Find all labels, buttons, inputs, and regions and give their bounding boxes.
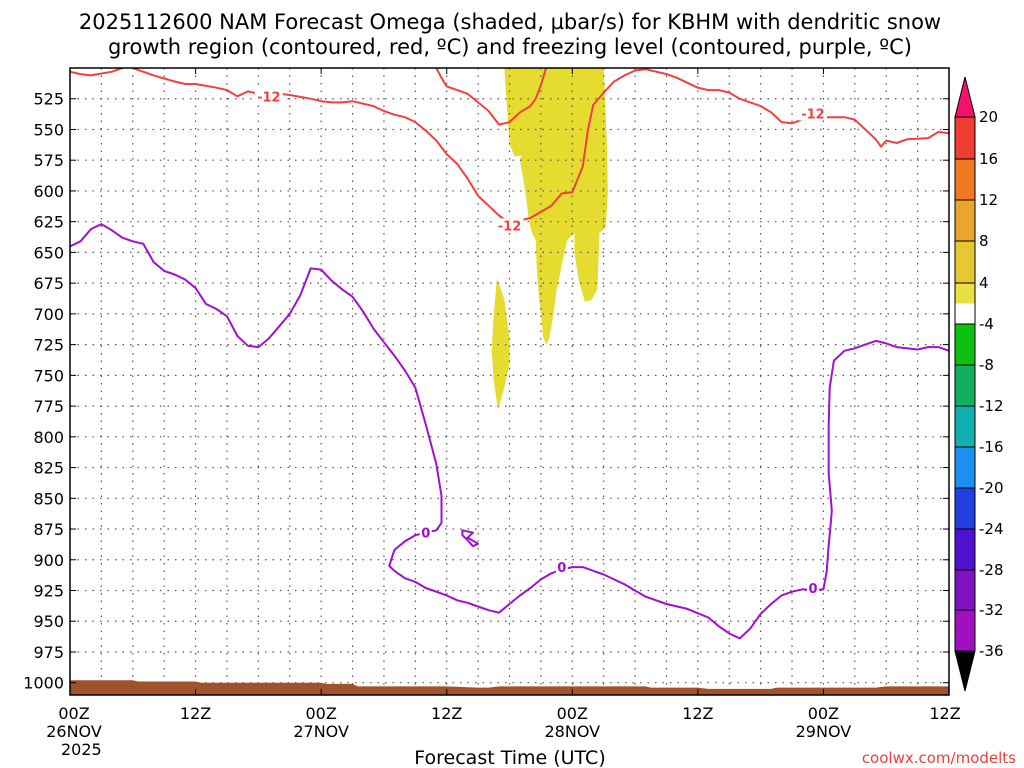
- colorbar-cell-7: [955, 365, 975, 406]
- colorbar-label-10: -20: [979, 479, 1004, 497]
- colorbar-label-6: -4: [979, 315, 994, 333]
- y-tick-label-575: 575: [33, 151, 64, 170]
- y-tick-label-675: 675: [33, 274, 64, 293]
- y-tick-label-775: 775: [33, 397, 64, 416]
- colorbar-cell-5b: [955, 303, 975, 324]
- y-tick-label-850: 850: [33, 489, 64, 508]
- chart-title-line1: 2025112600 NAM Forecast Omega (shaded, µ…: [79, 10, 941, 34]
- colorbar-cell-13: [955, 610, 975, 651]
- y-tick-label-750: 750: [33, 366, 64, 385]
- dgz-contour-label-1: -12: [257, 90, 281, 105]
- x-tick-label-24: 00Z: [305, 704, 336, 723]
- omega-shading-layer: [491, 68, 608, 410]
- dgz-contour-label-bg-3: [798, 106, 827, 121]
- freezing-level-contour-label-3: 0: [808, 582, 817, 597]
- colorbar-cell-8: [955, 406, 975, 447]
- freezing-level-contour-label-1: 0: [421, 527, 430, 542]
- colorbar-label-9: -16: [979, 438, 1004, 456]
- x-tick-label-72: 00Z: [808, 704, 839, 723]
- colorbar-cell-5a: [955, 283, 975, 304]
- x-tick-label-0: 00Z: [58, 704, 89, 723]
- freezing-level-contour-label-bg-3: [806, 581, 819, 596]
- x-tick-date-24: 27NOV: [293, 722, 349, 741]
- colorbar-label-11: -24: [979, 520, 1004, 538]
- x-axis-label: Forecast Time (UTC): [414, 747, 605, 768]
- colorbar-cell-1: [955, 117, 975, 159]
- x-tick-label-84: 12Z: [929, 704, 960, 723]
- colorbar-label-4: 8: [979, 232, 989, 250]
- contour-layer: -12 -12 -12 0 0 0: [70, 68, 949, 640]
- y-tick-label-950: 950: [33, 612, 64, 631]
- y-axis: 525 550 575 600 625 650 675 700 725 750 775 800 825 8…: [23, 90, 949, 693]
- colorbar-label-12: -28: [979, 561, 1004, 579]
- x-tick-year-0: 2025: [61, 740, 102, 759]
- x-tick-date-72: 29NOV: [796, 722, 852, 741]
- x-tick-label-12: 12Z: [180, 704, 211, 723]
- x-tick-label-36: 12Z: [431, 704, 462, 723]
- y-tick-label-825: 825: [33, 459, 64, 478]
- plot-area: -12 -12 -12 0 0 0: [70, 68, 949, 695]
- colorbar-label-7: -8: [979, 356, 994, 374]
- plot-frame: [69, 67, 950, 696]
- colorbar-label-14: -36: [979, 642, 1004, 660]
- freezing-level-contour-label-bg-2: [555, 560, 568, 575]
- colorbar-label-2: 16: [979, 150, 998, 168]
- colorbar-bottom-arrow: [954, 650, 976, 692]
- y-tick-label-900: 900: [33, 551, 64, 570]
- colorbar-label-5: 4: [979, 274, 989, 292]
- dgz-contour-label-3: -12: [801, 107, 825, 122]
- dgz-contour-label-bg-2: [495, 218, 524, 233]
- colorbar-label-8: -12: [979, 397, 1004, 415]
- y-tick-label-525: 525: [33, 90, 64, 109]
- y-tick-label-1000: 1000: [23, 674, 64, 693]
- freezing-level-contour-label-bg-1: [419, 525, 432, 540]
- colorbar-label-3: 12: [979, 191, 998, 209]
- grid-layer: [70, 68, 949, 695]
- colorbar-label-1: 20: [979, 108, 998, 126]
- credit-text[interactable]: coolwx.com/modelts: [862, 749, 1016, 767]
- omega-region-2: [520, 68, 594, 345]
- colorbar-cell-3: [955, 200, 975, 241]
- omega-region-4: [491, 278, 510, 410]
- omega-region-3: [574, 68, 608, 302]
- dgz-contour-label-bg-1: [254, 89, 283, 104]
- colorbar-cell-10: [955, 488, 975, 529]
- colorbar-label-13: -32: [979, 601, 1004, 619]
- colorbar-legend: 20 16 12 8 4 -4 -8 -12 -16 -20 -24 -28 -32 -36: [954, 76, 1004, 692]
- colorbar-cell-2: [955, 159, 975, 200]
- y-tick-label-625: 625: [33, 213, 64, 232]
- x-tick-date-48: 28NOV: [544, 722, 600, 741]
- terrain-fill: [70, 680, 949, 695]
- terrain-layer: [70, 680, 949, 695]
- dgz-contour-segment-1: [70, 68, 124, 77]
- chart-title-line2: growth region (contoured, red, ºC) and f…: [108, 35, 912, 59]
- colorbar-cell-12: [955, 570, 975, 610]
- y-tick-label-725: 725: [33, 336, 64, 355]
- y-tick-label-650: 650: [33, 243, 64, 262]
- colorbar-top-arrow: [954, 76, 976, 118]
- x-tick-label-48: 00Z: [557, 704, 588, 723]
- y-tick-label-550: 550: [33, 120, 64, 139]
- x-tick-label-60: 12Z: [682, 704, 713, 723]
- y-tick-label-975: 975: [33, 643, 64, 662]
- freezing-level-contour-label-2: 0: [557, 561, 566, 576]
- colorbar-cell-11: [955, 529, 975, 570]
- freezing-level-contour-segment-2: [461, 529, 480, 548]
- y-tick-label-925: 925: [33, 582, 64, 601]
- colorbar-cell-9: [955, 447, 975, 488]
- y-tick-label-875: 875: [33, 520, 64, 539]
- freezing-level-contour-segment-1: [70, 223, 949, 640]
- dgz-contour-segment-3: [435, 68, 548, 126]
- y-tick-label-700: 700: [33, 305, 64, 324]
- dgz-contour-label-2: -12: [498, 219, 522, 234]
- colorbar-cell-4: [955, 241, 975, 283]
- x-tick-date-0: 26NOV: [46, 722, 102, 741]
- y-tick-label-600: 600: [33, 182, 64, 201]
- y-tick-label-800: 800: [33, 428, 64, 447]
- colorbar-cell-6: [955, 324, 975, 365]
